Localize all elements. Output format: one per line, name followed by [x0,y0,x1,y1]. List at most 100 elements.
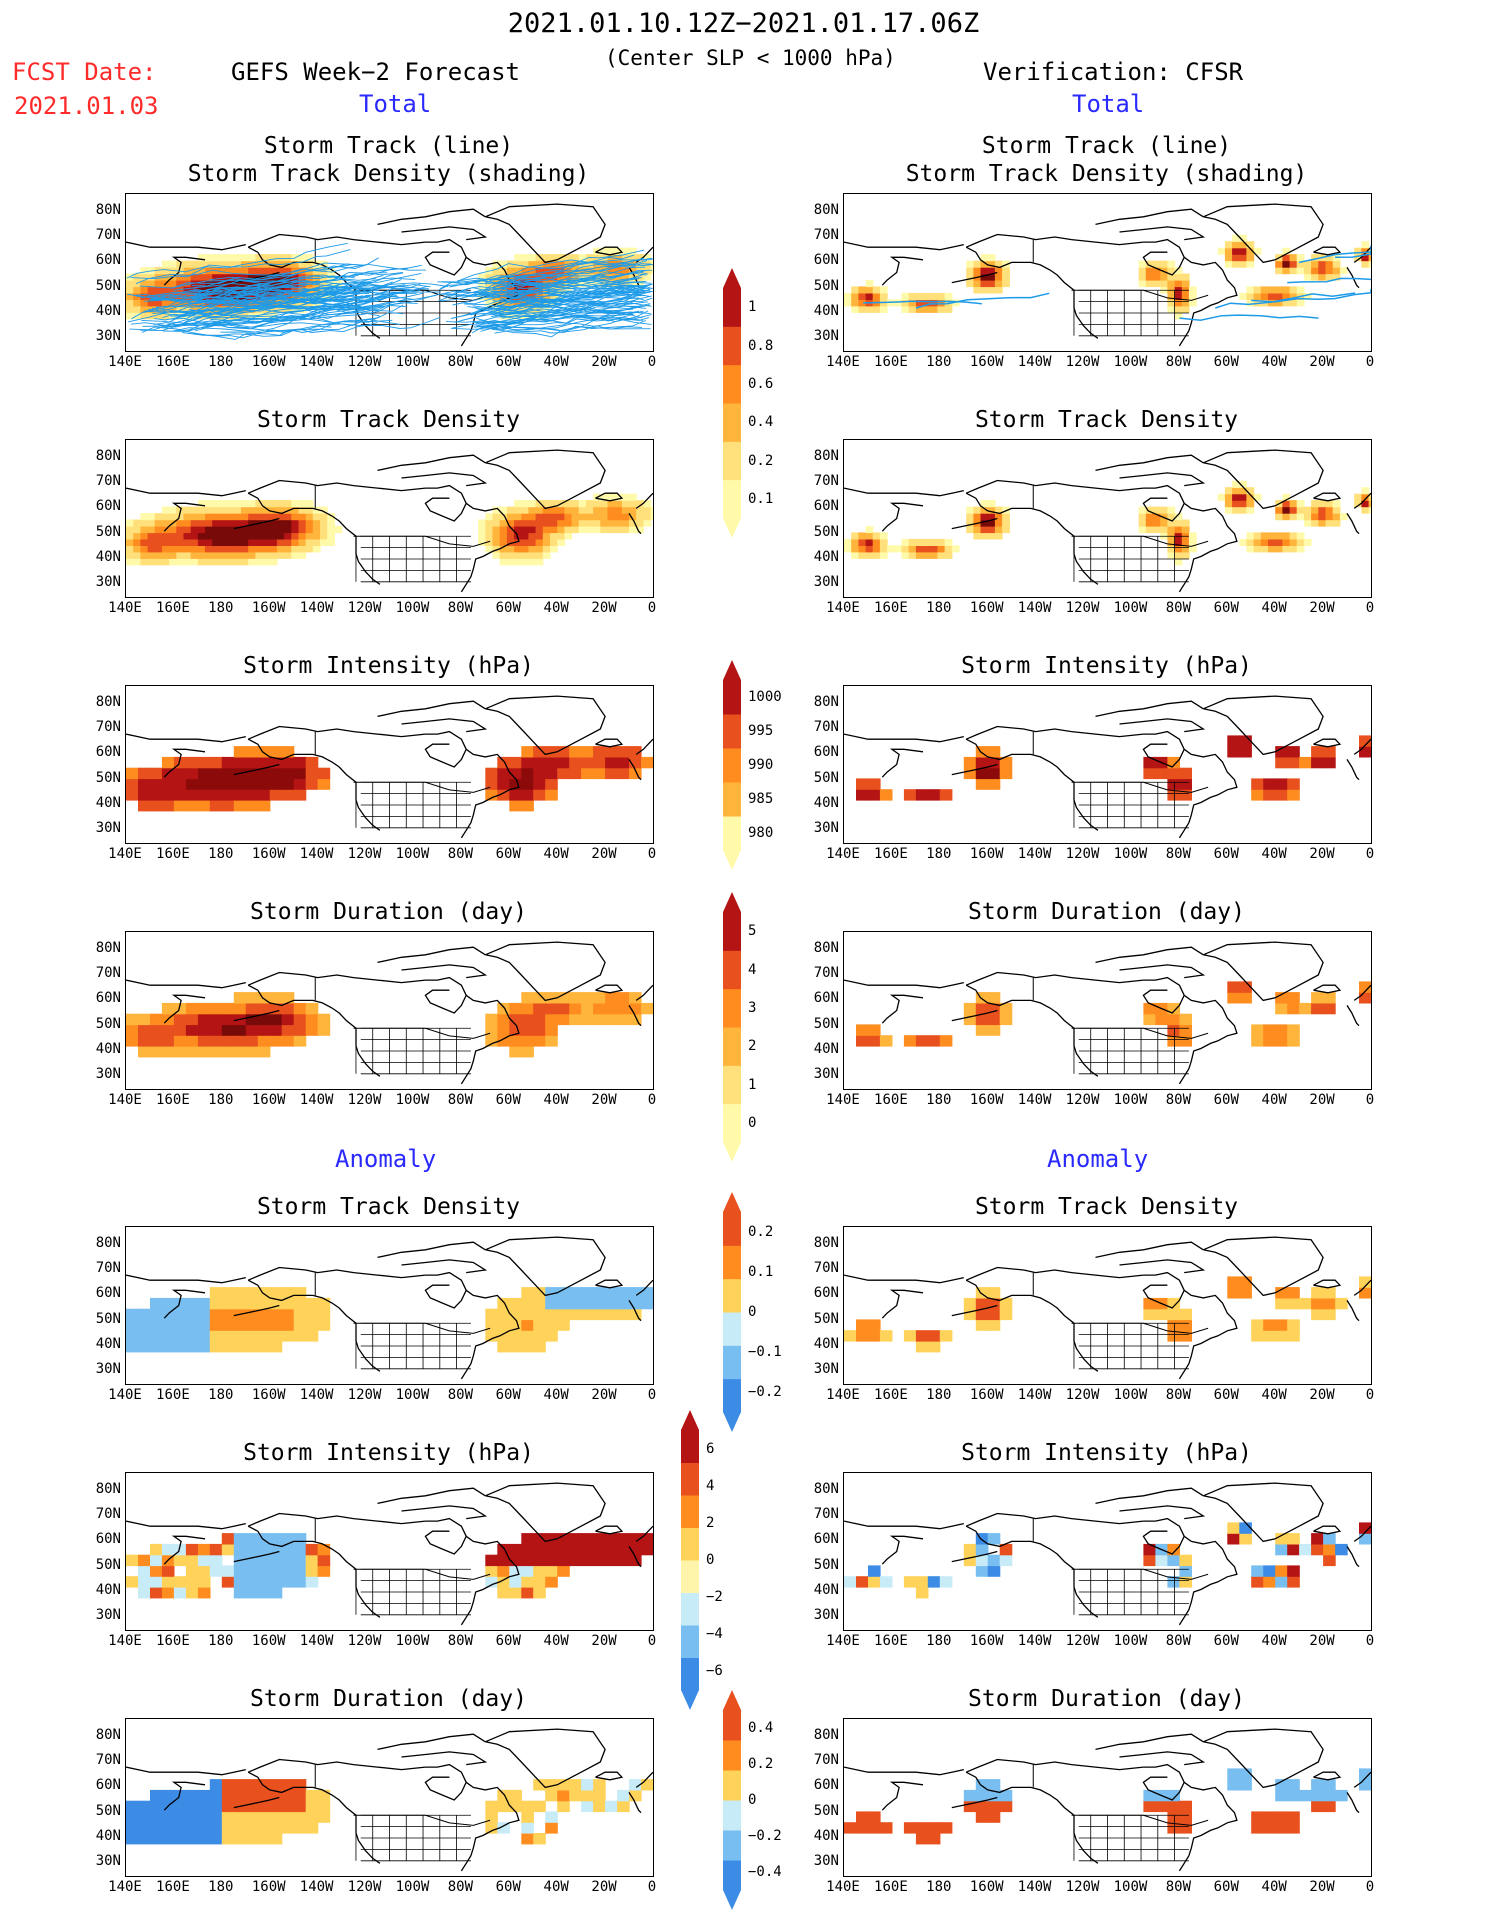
shading-cell [514,545,522,553]
shading-cell [939,1822,953,1834]
shading-cell [221,1297,235,1310]
shading-cell [1296,286,1305,294]
coastline [1142,1271,1185,1309]
shading-cell [185,1002,199,1015]
shading-cell [1251,1035,1264,1047]
coastline [628,1300,642,1322]
shading-cell [173,1024,187,1036]
coastline [424,1517,467,1555]
colorbar-duration-total [723,892,741,1162]
shading-cell [1239,241,1248,249]
shading-cell [533,1002,546,1015]
shading-cell [298,299,307,307]
colorbar-label: 1 [748,1076,757,1093]
shading-cell [173,778,187,790]
shading-cell [257,1287,271,1299]
shading-cell [868,1330,881,1342]
shading-cell [190,260,199,268]
shading-cell [980,526,989,534]
storm-track-line [457,259,653,282]
coastline [881,1781,924,1811]
shading-cell [1239,506,1248,514]
shading-cell [1253,532,1262,540]
lon-tick-label: 0 [1365,1387,1375,1403]
shading-cell [219,254,228,262]
lat-tick-label: 40N [95,303,121,320]
lon-tick-label: 180 [208,354,234,370]
shading-cell [1002,519,1010,527]
coastline [401,1751,488,1766]
shading-cell [514,260,522,268]
shading-cell [617,746,630,758]
shading-cell [320,267,328,275]
colorbar-label: −0.2 [748,1828,782,1844]
shading-cell [126,545,134,553]
colorbar-arrow-bottom [723,850,741,870]
lon-tick-label: 100W [1113,846,1148,862]
shading-cell [557,519,565,527]
shading-cell [1323,1287,1336,1299]
lat-tick-label: 30N [813,1066,839,1083]
shading-cell [320,526,328,534]
shading-cell [1227,1768,1240,1780]
lon-tick-label: 40W [1261,846,1287,862]
shading-cell [865,538,874,546]
shading-cell [1275,267,1283,275]
shading-cell [514,500,522,508]
shading-cell [147,545,156,553]
colorbar-arrow-top [723,1192,741,1212]
shading-cell [514,532,522,540]
shading-cell [944,551,953,559]
lat-tick-label: 30N [95,1853,121,1870]
shading-cell [614,254,623,262]
shading-cell [915,1822,929,1834]
shading-cell [1325,513,1334,521]
shading-cell [1361,247,1370,255]
shading-cell [312,526,321,534]
lat-tick-label: 30N [813,574,839,591]
us-state-borders [1032,1272,1209,1370]
shading-cell [535,500,544,508]
shading-cell [312,532,321,540]
shading-cell [1239,992,1252,1004]
shading-cell [621,506,630,514]
shading-cell [585,519,594,527]
shading-cell [219,538,228,546]
lat-tick-label: 50N [95,769,121,786]
panel-title: Storm Duration (day) [968,1686,1245,1712]
shading-cell [499,558,508,566]
shading-cell [868,1024,881,1036]
shading-cell [221,1565,235,1577]
lat-tick-label: 30N [95,328,121,345]
shading-cell [1289,254,1298,262]
coastline [247,233,426,248]
colorbar-segment [723,1245,741,1280]
shading-cell [1275,286,1283,294]
shading-cell [1138,273,1147,281]
shading-cell [317,767,331,780]
shading-cell [293,1779,307,1791]
shading-cell [1287,1330,1300,1342]
shading-cell [975,1533,989,1545]
shading-cell [221,1002,235,1015]
shading-cell [1311,260,1319,268]
shading-cell [533,1533,546,1545]
shading-cell [930,545,938,553]
shading-cell [1275,506,1283,514]
shading-cell [569,767,582,780]
lat-tick-label: 80N [813,447,839,464]
shading-cell [1251,1576,1264,1588]
shading-cell [980,254,989,262]
shading-cell [209,1554,223,1567]
shading-cell [1287,789,1300,801]
coastline [401,1505,488,1520]
lat-tick-label: 60N [95,990,121,1007]
shading-cell [1232,500,1240,508]
shading-cell [241,532,249,540]
shading-cell [514,254,522,262]
coastline [628,1546,642,1568]
coastline [1346,1546,1360,1568]
shading-cell [269,500,278,508]
shading-cell [185,1319,199,1331]
shading-cell [150,1587,163,1599]
